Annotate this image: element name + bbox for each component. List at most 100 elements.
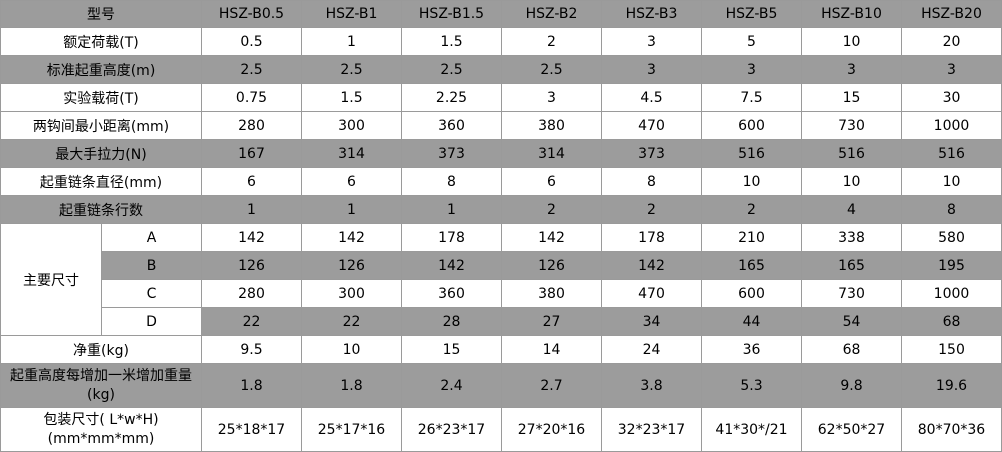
value-cell: 8 xyxy=(601,167,702,196)
value-cell: 30 xyxy=(901,83,1002,112)
value-cell: 27 xyxy=(501,307,602,336)
value-cell: 2 xyxy=(701,195,802,224)
table-row-rated-load: 额定荷载(T) 0.5 1 1.5 2 3 5 10 20 xyxy=(0,27,1002,56)
value-cell: 19.6 xyxy=(901,363,1002,408)
value-cell: 4.5 xyxy=(601,83,702,112)
value-cell: 1.5 xyxy=(301,83,402,112)
value-cell: 314 xyxy=(301,139,402,168)
value-cell: 1 xyxy=(301,27,402,56)
table-row-dim-c: C 280 300 360 380 470 600 730 1000 xyxy=(1,279,1002,308)
value-cell: 10 xyxy=(801,167,902,196)
model-cell: HSZ-B1.5 xyxy=(401,0,502,28)
value-cell: 380 xyxy=(501,111,602,140)
table-row-net-weight: 净重(kg) 9.5 10 15 14 24 36 68 150 xyxy=(0,335,1002,364)
value-cell: 126 xyxy=(201,251,302,280)
value-cell: 300 xyxy=(301,111,402,140)
value-cell: 600 xyxy=(701,111,802,140)
value-cell: 2.5 xyxy=(401,55,502,84)
value-cell: 2 xyxy=(601,195,702,224)
value-cell: 8 xyxy=(401,167,502,196)
value-cell: 44 xyxy=(701,307,802,336)
model-cell: HSZ-B20 xyxy=(901,0,1002,28)
row-label: 起重链条行数 xyxy=(0,195,202,224)
value-cell: 1 xyxy=(401,195,502,224)
value-cell: 28 xyxy=(401,307,502,336)
value-cell: 34 xyxy=(601,307,702,336)
value-cell: 1.8 xyxy=(301,363,402,408)
row-label: 实验载荷(T) xyxy=(0,83,202,112)
value-cell: 3 xyxy=(901,55,1002,84)
value-cell: 380 xyxy=(501,279,602,308)
value-cell: 2 xyxy=(501,195,602,224)
value-cell: 3 xyxy=(701,55,802,84)
value-cell: 2.5 xyxy=(301,55,402,84)
value-cell: 25*18*17 xyxy=(201,407,302,452)
value-cell: 2.5 xyxy=(201,55,302,84)
value-cell: 8 xyxy=(901,195,1002,224)
value-cell: 142 xyxy=(301,223,402,252)
value-cell: 62*50*27 xyxy=(801,407,902,452)
table-row-test-load: 实验载荷(T) 0.75 1.5 2.25 3 4.5 7.5 15 30 xyxy=(0,83,1002,112)
model-cell: HSZ-B5 xyxy=(701,0,802,28)
row-label: 两钩间最小距离(mm) xyxy=(0,111,202,140)
value-cell: 36 xyxy=(701,335,802,364)
dim-label: A xyxy=(101,223,202,252)
value-cell: 26*23*17 xyxy=(401,407,502,452)
table-row-std-lift-height: 标准起重高度(m) 2.5 2.5 2.5 2.5 3 3 3 3 xyxy=(0,55,1002,84)
value-cell: 470 xyxy=(601,111,702,140)
value-cell: 280 xyxy=(201,279,302,308)
value-cell: 470 xyxy=(601,279,702,308)
model-cell: HSZ-B10 xyxy=(801,0,902,28)
table-row-chain-falls: 起重链条行数 1 1 1 2 2 2 4 8 xyxy=(0,195,1002,224)
dim-label: D xyxy=(101,307,202,336)
value-cell: 1 xyxy=(301,195,402,224)
value-cell: 1000 xyxy=(901,279,1002,308)
value-cell: 25*17*16 xyxy=(301,407,402,452)
value-cell: 27*20*16 xyxy=(501,407,602,452)
table-row-dim-b: B 126 126 142 126 142 165 165 195 xyxy=(1,251,1002,280)
value-cell: 10 xyxy=(801,27,902,56)
value-cell: 7.5 xyxy=(701,83,802,112)
row-label: 净重(kg) xyxy=(0,335,202,364)
value-cell: 1.5 xyxy=(401,27,502,56)
value-cell: 22 xyxy=(301,307,402,336)
row-label: 最大手拉力(N) xyxy=(0,139,202,168)
value-cell: 126 xyxy=(301,251,402,280)
header-row: 型号 HSZ-B0.5 HSZ-B1 HSZ-B1.5 HSZ-B2 HSZ-B… xyxy=(0,0,1002,28)
value-cell: 2.7 xyxy=(501,363,602,408)
value-cell: 10 xyxy=(901,167,1002,196)
value-cell: 150 xyxy=(901,335,1002,364)
model-cell: HSZ-B3 xyxy=(601,0,702,28)
value-cell: 9.5 xyxy=(201,335,302,364)
value-cell: 6 xyxy=(501,167,602,196)
value-cell: 2 xyxy=(501,27,602,56)
value-cell: 516 xyxy=(701,139,802,168)
value-cell: 1000 xyxy=(901,111,1002,140)
value-cell: 360 xyxy=(401,279,502,308)
value-cell: 360 xyxy=(401,111,502,140)
value-cell: 165 xyxy=(701,251,802,280)
table-row-chain-diameter: 起重链条直径(mm) 6 6 8 6 8 10 10 10 xyxy=(0,167,1002,196)
value-cell: 68 xyxy=(901,307,1002,336)
value-cell: 20 xyxy=(901,27,1002,56)
main-dims-label: 主要尺寸 xyxy=(0,223,102,336)
value-cell: 3 xyxy=(601,27,702,56)
value-cell: 22 xyxy=(201,307,302,336)
value-cell: 10 xyxy=(301,335,402,364)
value-cell: 6 xyxy=(201,167,302,196)
value-cell: 1.8 xyxy=(201,363,302,408)
value-cell: 14 xyxy=(501,335,602,364)
value-cell: 6 xyxy=(301,167,402,196)
value-cell: 1 xyxy=(201,195,302,224)
value-cell: 178 xyxy=(601,223,702,252)
value-cell: 2.4 xyxy=(401,363,502,408)
value-cell: 4 xyxy=(801,195,902,224)
value-cell: 178 xyxy=(401,223,502,252)
value-cell: 516 xyxy=(801,139,902,168)
value-cell: 2.25 xyxy=(401,83,502,112)
value-cell: 0.5 xyxy=(201,27,302,56)
row-label: 额定荷载(T) xyxy=(0,27,202,56)
value-cell: 24 xyxy=(601,335,702,364)
value-cell: 300 xyxy=(301,279,402,308)
